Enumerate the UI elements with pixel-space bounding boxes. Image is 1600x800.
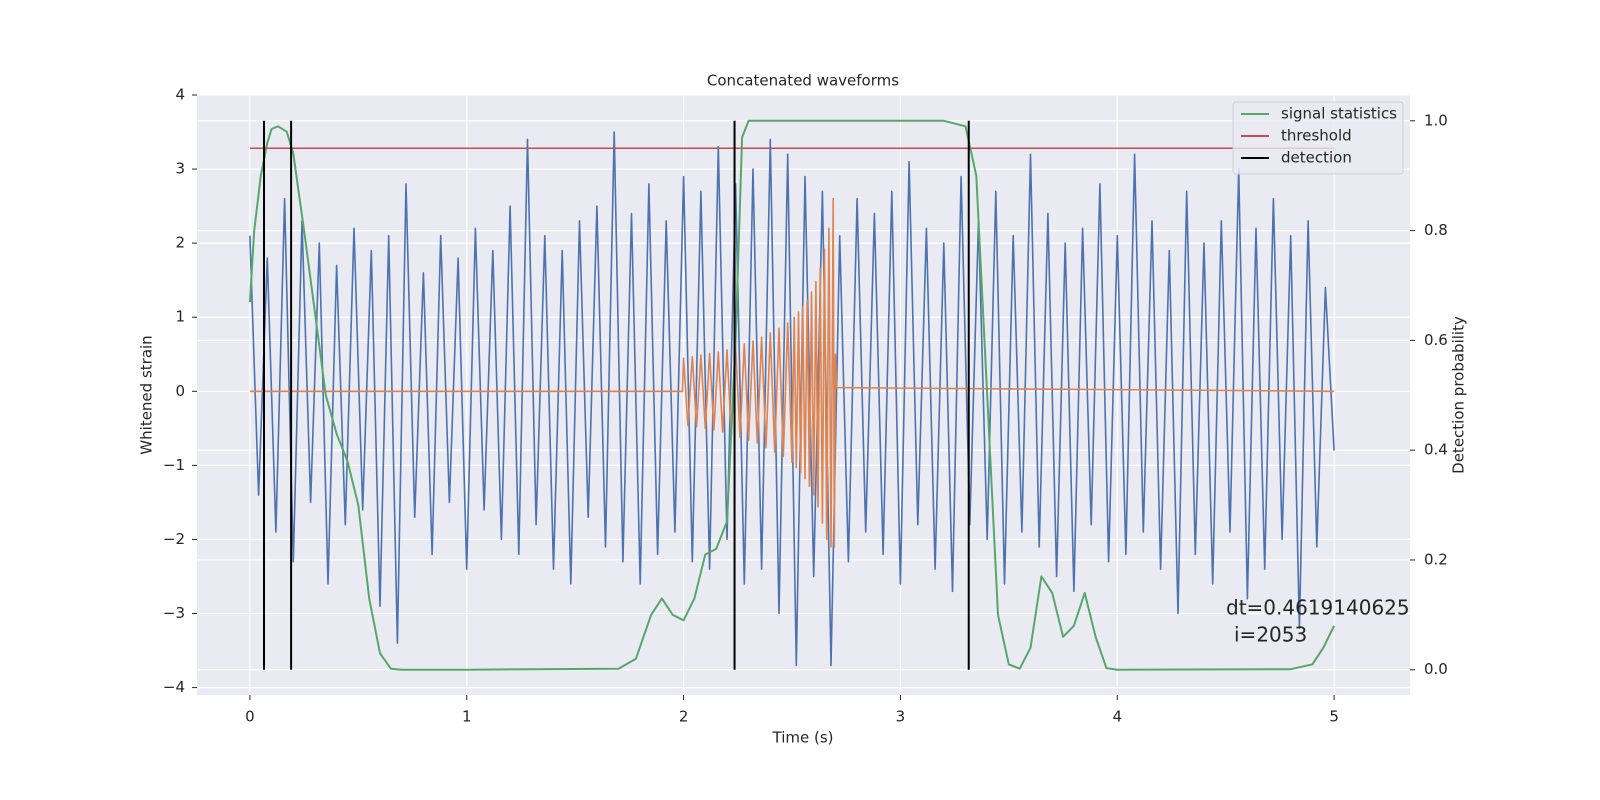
y-tick-label: 3: [175, 160, 185, 178]
x-tick-label: 5: [1329, 708, 1339, 726]
y-tick-label: −3: [163, 604, 185, 622]
y-tick-label: −4: [163, 678, 185, 696]
y-axis-label: Whitened strain: [138, 335, 156, 454]
y2-tick-label: 0.8: [1424, 221, 1448, 239]
chart-title: Concatenated waveforms: [707, 72, 899, 90]
series-line: [248, 119, 1335, 671]
x-tick-label: 1: [462, 708, 472, 726]
y2-tick-label: 0.6: [1424, 331, 1448, 349]
x-tick-label: 0: [245, 708, 255, 726]
x-tick-label: 2: [679, 708, 689, 726]
y2-tick-label: 0.2: [1424, 550, 1448, 568]
y-tick-label: 1: [175, 308, 185, 326]
legend-label: threshold: [1281, 127, 1352, 145]
y-tick-label: −1: [163, 456, 185, 474]
legend-frame: [1232, 101, 1404, 175]
legend-label: detection: [1281, 149, 1352, 167]
legend-label: signal statistics: [1281, 105, 1397, 123]
x-axis-label: Time (s): [772, 729, 834, 747]
y-tick-label: 0: [175, 382, 185, 400]
y2-tick-label: 1.0: [1424, 111, 1448, 129]
annotation: dt=0.4619140625: [1226, 596, 1410, 620]
y-tick-label: 2: [175, 234, 185, 252]
y-tick-label: −2: [163, 530, 185, 548]
series-line: [249, 197, 1335, 548]
x-tick-label: 4: [1112, 708, 1122, 726]
y2-tick-label: 0.0: [1424, 660, 1448, 678]
x-tick-label: 3: [896, 708, 906, 726]
legend: signal statistics threshold detection: [1232, 101, 1404, 175]
annotation: i=2053: [1234, 623, 1307, 647]
y-tick-label: 4: [175, 86, 185, 104]
y2-axis-label: Detection probability: [1450, 316, 1468, 474]
y2-tick-label: 0.4: [1424, 441, 1448, 459]
